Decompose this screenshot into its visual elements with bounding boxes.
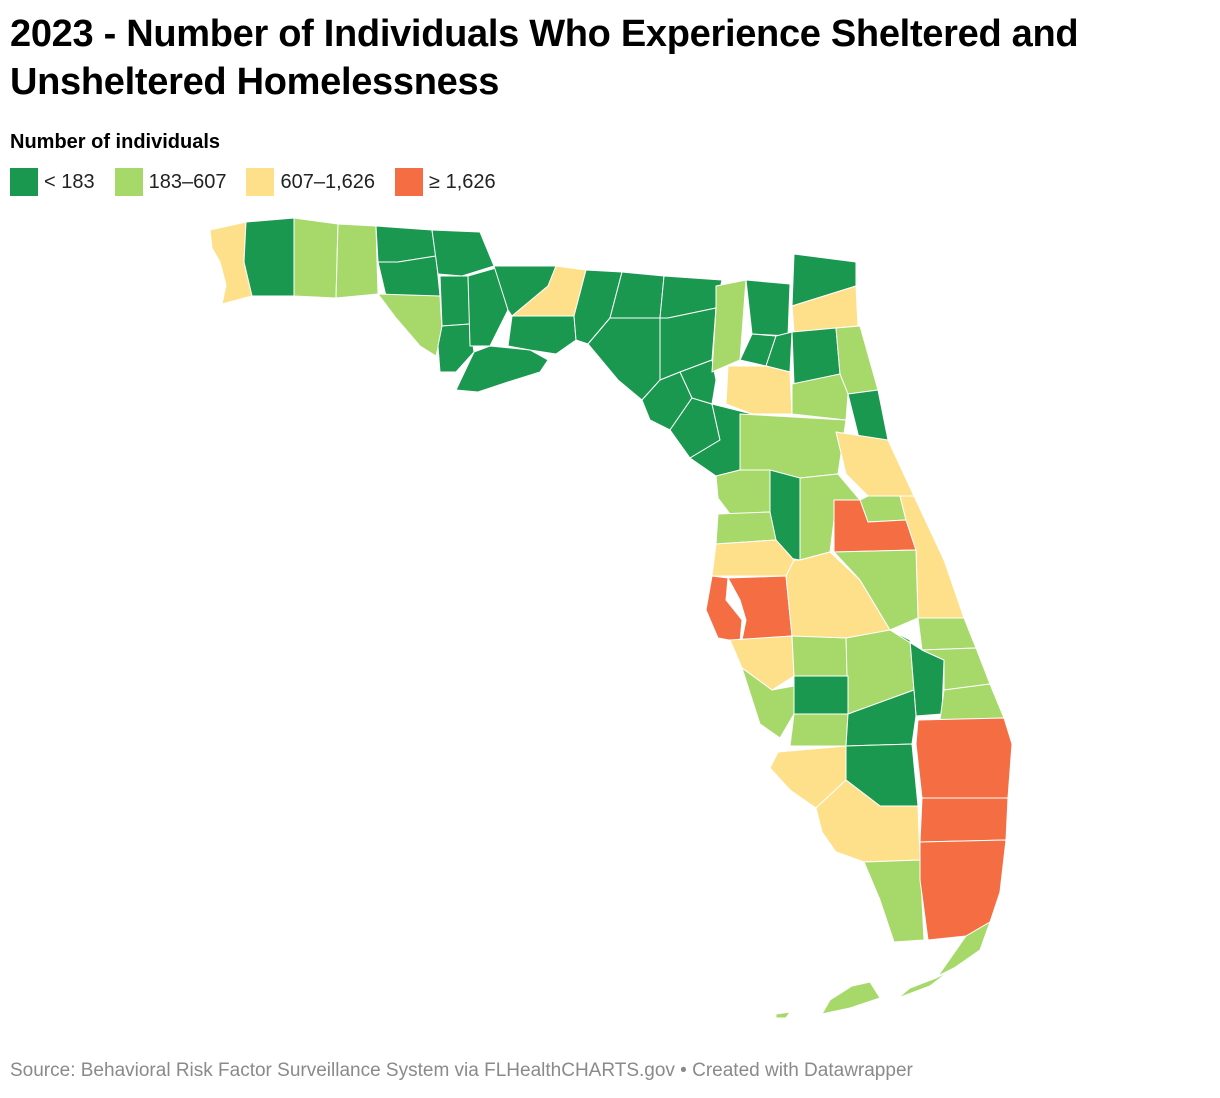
legend-title: Number of individuals — [10, 131, 221, 153]
county-washington[interactable] — [377, 255, 441, 297]
county-liberty[interactable] — [467, 267, 509, 347]
county-bay[interactable] — [377, 293, 443, 357]
county-wakulla[interactable] — [507, 315, 577, 355]
county-miami-dade[interactable] — [919, 839, 1007, 941]
florida-keys-upper — [937, 921, 991, 977]
legend-item-lt-183: < 183 — [10, 168, 95, 196]
county-charlotte[interactable] — [789, 713, 849, 747]
county-osceola[interactable] — [833, 549, 919, 631]
legend-item-gte-1626: ≥ 1,626 — [395, 168, 496, 196]
legend-swatch-gte-1626 — [395, 168, 424, 196]
county-baker[interactable] — [745, 279, 791, 337]
source-note: Source: Behavioral Risk Factor Surveilla… — [10, 1060, 913, 1081]
county-marion[interactable] — [739, 413, 847, 479]
county-glades[interactable] — [845, 689, 917, 747]
county-palm-beach[interactable] — [915, 717, 1013, 799]
county-flagler[interactable] — [847, 389, 889, 443]
legend-swatch-183-607 — [114, 168, 143, 196]
legend-swatch-lt-183 — [10, 168, 38, 196]
legend-item-183-607: 183–607 — [114, 168, 227, 196]
legend-item-607-1626: 607–1,626 — [246, 168, 375, 196]
county-jackson[interactable] — [431, 229, 495, 277]
county-santa-rosa[interactable] — [243, 217, 295, 297]
county-citrus[interactable] — [715, 469, 771, 515]
county-walton[interactable] — [335, 223, 379, 299]
florida-keys-middle — [897, 971, 949, 999]
county-hardee[interactable] — [791, 635, 849, 677]
county-gilchrist[interactable] — [679, 359, 717, 405]
county-hernando[interactable] — [715, 511, 777, 545]
legend-swatch-607-1626 — [246, 168, 275, 196]
florida-keys-west — [775, 1011, 791, 1019]
county-franklin[interactable] — [455, 345, 549, 393]
county-monroe-mainland[interactable] — [863, 859, 925, 943]
county-indian-river[interactable] — [917, 617, 977, 651]
county-calhoun[interactable] — [439, 275, 471, 327]
county-martin[interactable] — [939, 683, 1005, 721]
county-alachua[interactable] — [725, 365, 793, 415]
legend-label-lt-183: < 183 — [44, 170, 95, 193]
county-broward[interactable] — [919, 797, 1009, 843]
florida-county-map — [209, 217, 1013, 1019]
county-columbia[interactable] — [711, 279, 747, 373]
legend-label-183-607: 183–607 — [148, 170, 227, 193]
county-pinellas[interactable] — [705, 575, 743, 643]
county-putnam[interactable] — [791, 373, 849, 421]
county-desoto[interactable] — [793, 675, 849, 715]
legend-label-607-1626: 607–1,626 — [280, 170, 376, 193]
legend-label-gte-1626: ≥ 1,626 — [429, 170, 496, 193]
county-manatee[interactable] — [729, 635, 795, 691]
chart-title: 2023 - Number of Individuals Who Experie… — [10, 13, 1079, 103]
legend: < 183 183–607 607–1,626 ≥ 1,626 — [10, 168, 516, 196]
county-okaloosa[interactable] — [293, 217, 339, 299]
county-holmes[interactable] — [375, 225, 437, 263]
florida-keys-lower — [821, 981, 881, 1015]
